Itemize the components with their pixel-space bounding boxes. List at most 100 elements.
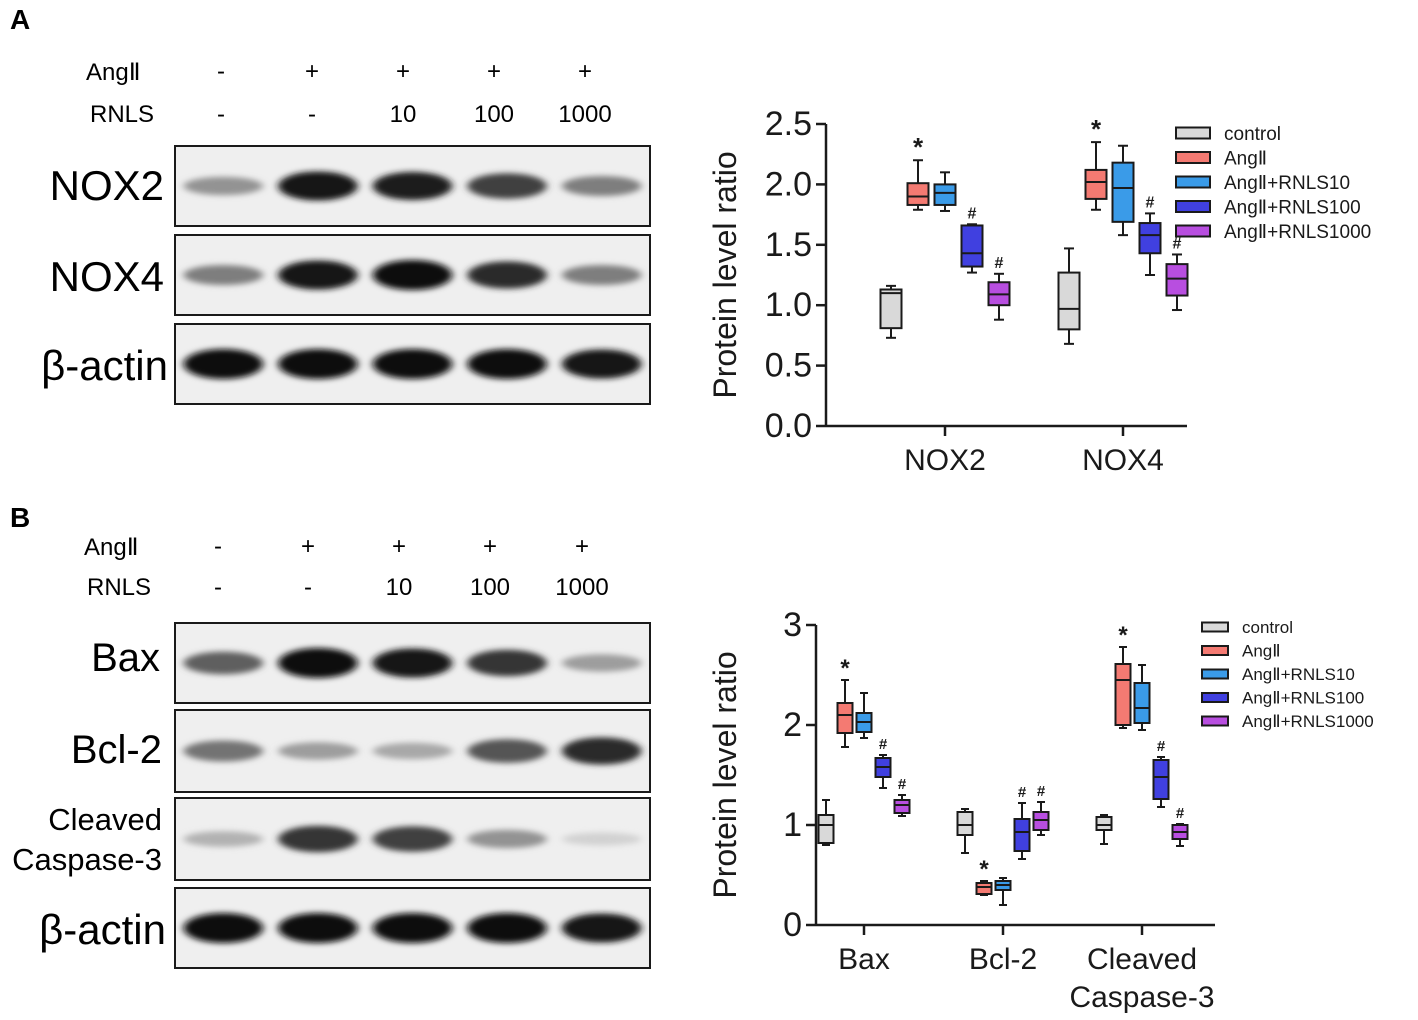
legend-label: AngⅡ+RNLS10	[1242, 665, 1355, 684]
treatment-value: +	[574, 533, 589, 560]
blot-band	[372, 171, 453, 201]
significance-marker: #	[898, 776, 907, 793]
box-ang--cleaved	[1114, 646, 1132, 729]
significance-marker: *	[979, 856, 989, 883]
box-chart-nox: 0.0 0.5 1.0 1.5 2.0 2.5 Protein level ratio NOX…	[707, 105, 1371, 477]
blot-band	[278, 742, 358, 760]
treatment-row-label-ang: AngⅡ	[84, 534, 139, 561]
box-ang-rnls10-nox4	[1111, 144, 1135, 237]
y-tick-label: 1.0	[765, 286, 812, 324]
legend-swatch	[1175, 175, 1211, 189]
blot-band	[183, 349, 264, 379]
legend-label: AngⅡ+RNLS1000	[1242, 712, 1374, 731]
blot-band	[467, 739, 547, 763]
blot-band	[183, 176, 264, 196]
significance-marker: *	[1118, 622, 1128, 649]
treatment-value: -	[217, 101, 225, 128]
treatment-value: 10	[385, 574, 413, 601]
legend-swatch	[1201, 715, 1229, 727]
box-ang-rnls1000-nox4	[1165, 253, 1189, 312]
blot-label-bax: Bax	[91, 636, 160, 680]
blot-band	[561, 349, 642, 379]
treatment-value: -	[304, 574, 312, 601]
significance-marker: #	[1176, 805, 1185, 822]
treatment-value: -	[214, 533, 222, 560]
treatment-row-label-rnls: RNLS	[87, 574, 152, 601]
treatment-value: 100	[469, 574, 511, 601]
y-tick-label: 2	[783, 706, 802, 744]
legend-swatch	[1175, 126, 1211, 140]
legend-label: AngⅡ	[1242, 642, 1281, 661]
box-ang-rnls1000-bcl-2	[1032, 801, 1050, 836]
significance-marker: *	[1091, 114, 1102, 144]
legend-swatch	[1201, 645, 1229, 656]
legend-swatch	[1175, 151, 1211, 164]
y-tick-label: 0.0	[765, 407, 812, 445]
blot-band	[372, 826, 453, 852]
significance-marker: #	[879, 736, 888, 753]
legend-label: AngⅡ	[1224, 148, 1267, 169]
blot-band	[561, 913, 642, 943]
y-tick-label: 2.0	[765, 165, 812, 203]
legend-label: control	[1224, 124, 1281, 145]
x-category-label: Caspase-3	[1069, 981, 1214, 1014]
significance-marker: #	[995, 255, 1004, 272]
western-blot-nox4	[174, 234, 651, 316]
box-ang-rnls10-nox2	[933, 171, 957, 212]
box-control-nox4	[1057, 247, 1081, 345]
western-blot-beta-actin	[174, 887, 651, 969]
western-blot-nox2	[174, 145, 651, 227]
blot-band	[372, 742, 453, 760]
blot-band	[372, 648, 453, 678]
blot-band	[467, 913, 547, 943]
blot-band	[278, 913, 358, 943]
significance-marker: #	[1037, 783, 1046, 800]
blot-band	[183, 651, 264, 675]
blot-band	[561, 264, 642, 286]
y-tick-label: 3	[783, 606, 802, 644]
box-control-bcl-2	[956, 808, 974, 854]
treatment-row-label-rnls: RNLS	[90, 101, 155, 128]
legend-swatch	[1201, 668, 1229, 680]
blot-band	[467, 829, 547, 849]
box-ang--bcl-2	[975, 880, 993, 896]
y-axis-label: Protein level ratio	[707, 651, 743, 898]
box-ang-rnls1000-bax	[893, 794, 911, 817]
legend-swatch	[1201, 692, 1229, 703]
box-ang-rnls1000-nox2	[987, 272, 1011, 321]
legend-swatch	[1175, 200, 1211, 213]
y-tick-label: 1.5	[765, 226, 812, 264]
blot-band	[467, 349, 547, 379]
treatment-value: +	[482, 533, 497, 560]
western-blot-beta-actin	[174, 323, 651, 405]
box-ang-rnls10-bax	[855, 692, 873, 739]
panel-letter-a: A	[10, 4, 31, 35]
treatment-value: 1000	[555, 574, 609, 601]
x-category-label: NOX4	[1082, 444, 1164, 477]
blot-band	[372, 349, 453, 379]
western-blot-bax	[174, 622, 651, 704]
blot-label-beta-actin: β-actin	[41, 342, 168, 389]
blot-label-bcl2: Bcl-2	[70, 728, 162, 772]
treatment-value: -	[214, 574, 222, 601]
significance-marker: *	[840, 655, 850, 682]
western-blot-bcl2	[174, 709, 651, 793]
legend-label: AngⅡ+RNLS1000	[1224, 222, 1371, 243]
box-ang--bax	[836, 679, 854, 748]
blot-band	[183, 740, 264, 762]
box-control-nox2	[879, 284, 903, 339]
legend-swatch	[1175, 224, 1211, 238]
box-ang-rnls100-cleaved	[1152, 756, 1170, 808]
treatment-value: +	[304, 58, 319, 85]
significance-marker: #	[1157, 738, 1166, 755]
treatment-value: +	[300, 533, 315, 560]
box-ang-rnls10-bcl-2	[994, 877, 1012, 906]
significance-marker: *	[913, 132, 924, 162]
blot-band	[278, 349, 358, 379]
treatment-value: +	[395, 58, 410, 85]
y-tick-label: 2.5	[765, 105, 812, 143]
blot-band	[278, 260, 358, 290]
treatment-value: +	[391, 533, 406, 560]
legend-label: AngⅡ+RNLS100	[1224, 197, 1361, 218]
blot-band	[467, 261, 547, 289]
